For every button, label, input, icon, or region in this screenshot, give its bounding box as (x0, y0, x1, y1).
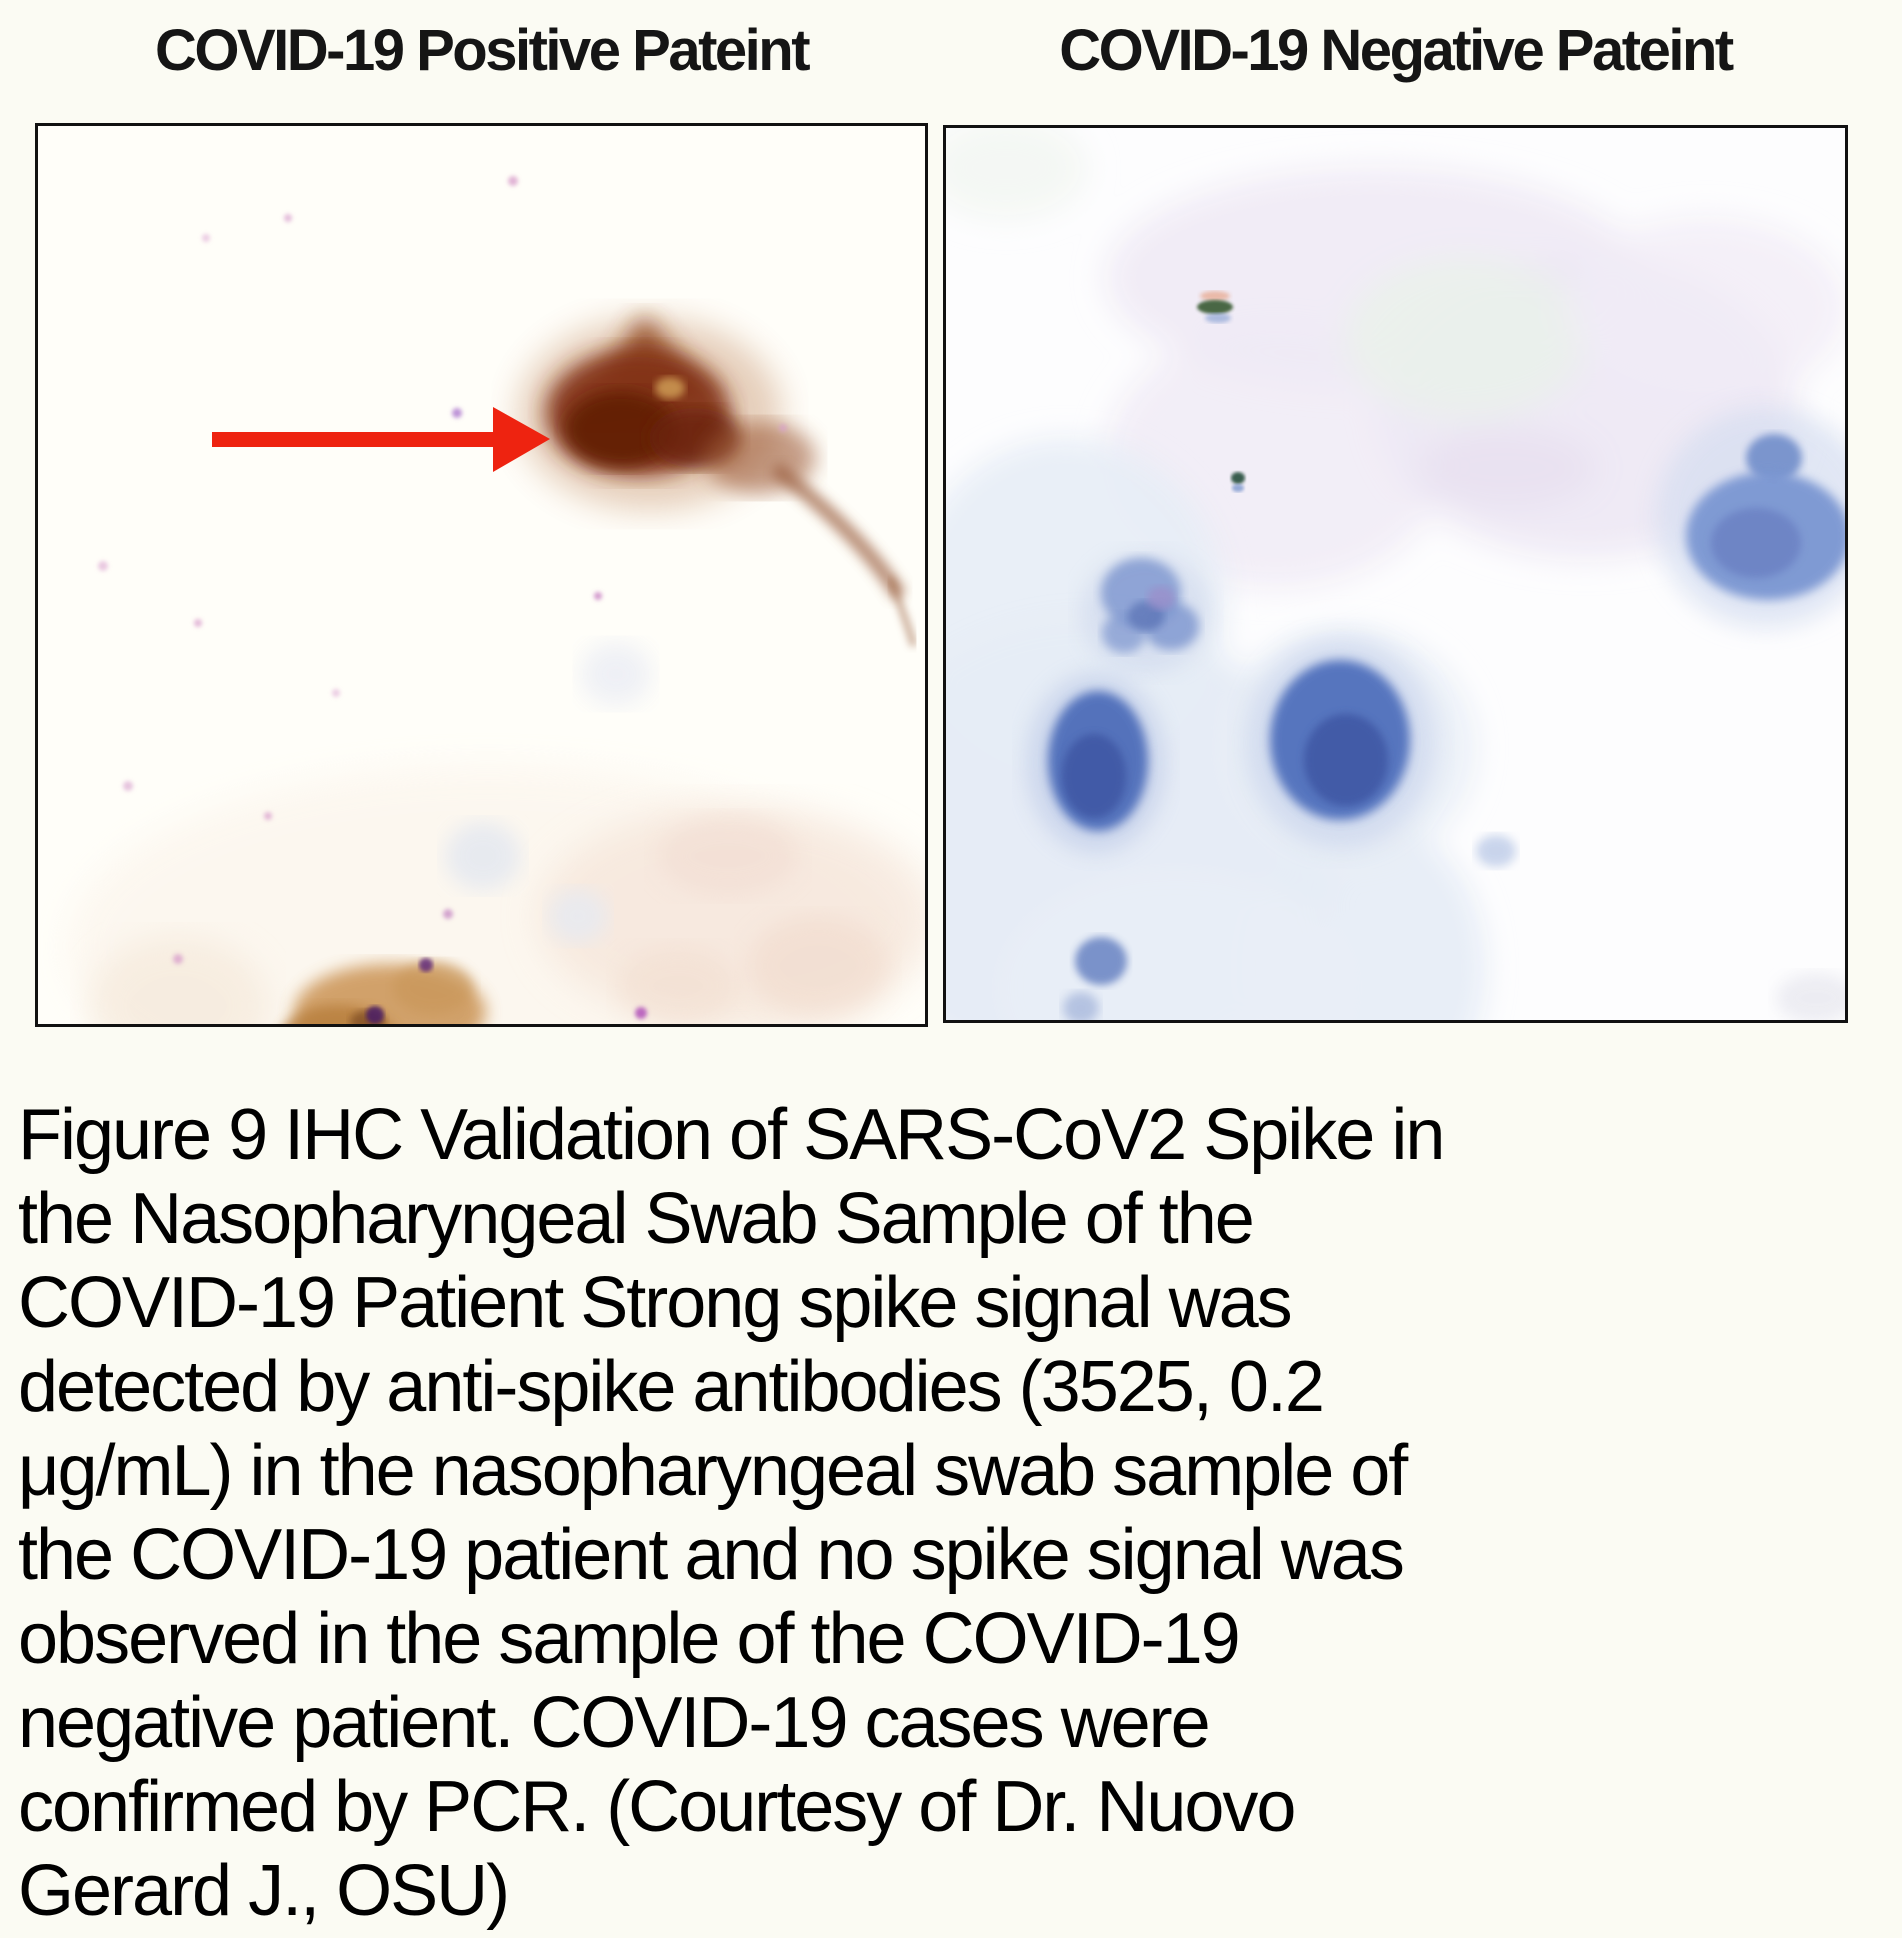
caption-line: negative patient. COVID-19 cases were (18, 1683, 1211, 1763)
micrograph-negative (943, 125, 1848, 1023)
caption-line: observed in the sample of the COVID-19 (18, 1599, 1241, 1679)
micrograph-negative-image (946, 128, 1845, 1020)
caption-line: confirmed by PCR. (Courtesy of Dr. Nuovo (18, 1767, 1296, 1847)
caption-line: the COVID-19 patient and no spike signal… (18, 1515, 1405, 1595)
green-debris-particles (1197, 291, 1245, 492)
caption-line: μg/mL) in the nasopharyngeal swab sample… (18, 1431, 1408, 1511)
fuzzy-cell-nucleus (1081, 553, 1211, 673)
stain-speckles (98, 176, 787, 1019)
panel-title-positive: COVID-19 Positive Pateint (154, 18, 811, 83)
background-tissue-smear (68, 642, 925, 1024)
caption-line: COVID-19 Patient Strong spike signal was (18, 1263, 1293, 1343)
red-arrow-annotation-icon (212, 407, 550, 472)
left-cell-nucleus (1026, 673, 1166, 853)
panel-title-negative: COVID-19 Negative Pateint (1059, 18, 1734, 83)
figure-caption: Figure 9 IHC Validation of SARS-CoV2 Spi… (18, 1093, 1894, 1933)
caption-line: Gerard J., OSU) (18, 1851, 510, 1931)
small-cell-nuclei (1063, 835, 1845, 1020)
center-cell-nucleus (1246, 638, 1436, 848)
bottom-stained-debris (285, 958, 486, 1024)
micrograph-positive (35, 123, 928, 1027)
right-edge-cell-nuclei (1656, 408, 1845, 628)
caption-line: Figure 9 IHC Validation of SARS-CoV2 Spi… (18, 1095, 1445, 1175)
dab-stained-cell-cluster (518, 314, 918, 648)
caption-line: the Nasopharyngeal Swab Sample of the (18, 1179, 1255, 1259)
micrograph-positive-image (38, 126, 925, 1024)
caption-line: detected by anti-spike antibodies (3525,… (18, 1347, 1325, 1427)
